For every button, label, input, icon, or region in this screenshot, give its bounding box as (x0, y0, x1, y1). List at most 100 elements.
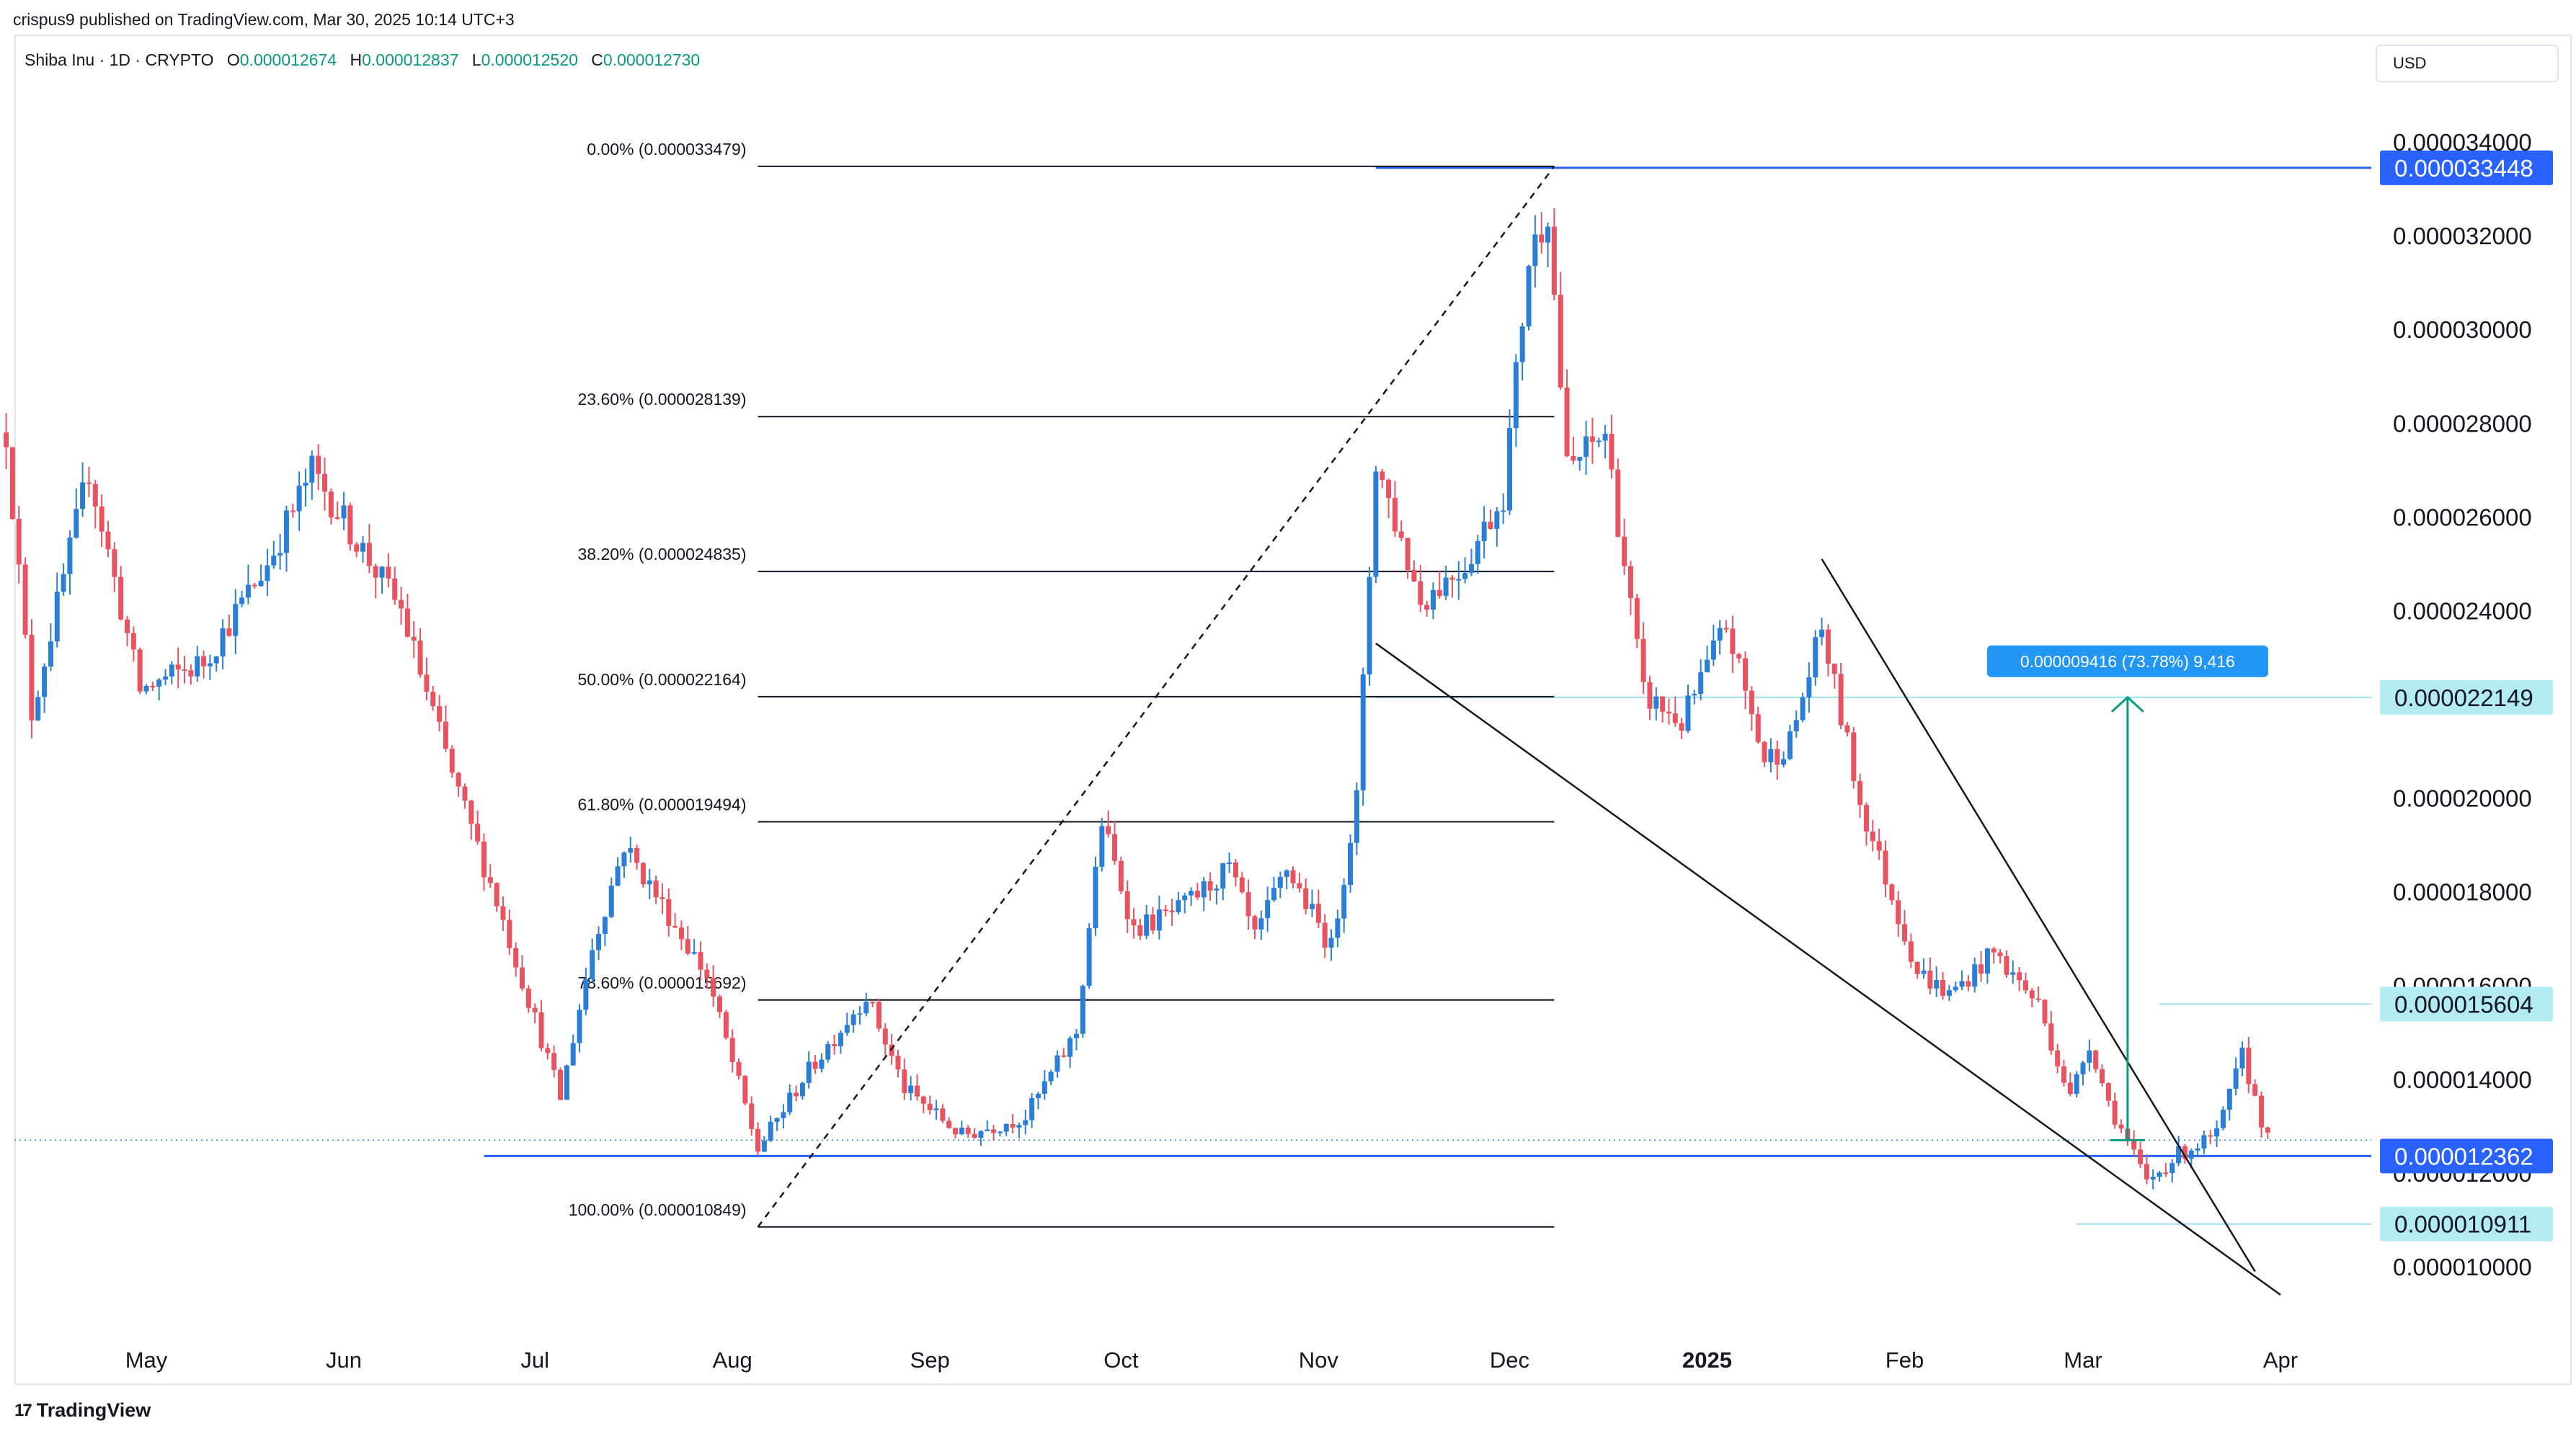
candle-body (774, 1118, 780, 1122)
candle-body (2214, 1128, 2220, 1137)
candle-body (1577, 457, 1583, 461)
price-badge (2380, 679, 2553, 715)
candle-body (2208, 1135, 2213, 1137)
candle-body (716, 997, 722, 1012)
candle-body (2182, 1146, 2188, 1159)
candle-body (1360, 674, 1366, 790)
candle-body (150, 685, 156, 687)
price-tick-label: 0.000010000 (2393, 1254, 2532, 1280)
candle-body (1462, 573, 1468, 579)
candle-body (2258, 1095, 2264, 1128)
symbol-title[interactable]: Shiba Inu · 1D · CRYPTO (25, 50, 214, 69)
wedge-trendline (1821, 558, 2256, 1272)
candle-body (532, 1007, 538, 1012)
candle-body (1468, 563, 1474, 574)
candle-body (1322, 922, 1328, 948)
time-tick-label: Jun (326, 1347, 362, 1373)
candle-body (596, 934, 602, 950)
candle-body (1176, 900, 1181, 912)
currency-selector[interactable]: USD (2376, 45, 2559, 82)
candle-body (914, 1085, 920, 1097)
candle-body (1252, 916, 1258, 930)
candle-body (1227, 862, 1233, 864)
candle-body (1513, 362, 1519, 429)
candle-body (175, 664, 181, 669)
candle-body (615, 866, 621, 886)
candle-body (1054, 1055, 1060, 1072)
candle-body (386, 566, 391, 579)
tradingview-logo[interactable]: 17 TradingView (14, 1399, 151, 1422)
candle-body (1679, 723, 1684, 731)
candle-body (1041, 1081, 1047, 1094)
candle-body (2157, 1172, 2162, 1177)
candle-body (1558, 295, 1563, 388)
candle-body (959, 1128, 964, 1135)
candle-body (933, 1108, 939, 1110)
candle-body (2100, 1069, 2105, 1084)
candle-body (1284, 870, 1289, 877)
candle-body (1245, 892, 1251, 917)
candle-body (296, 486, 302, 512)
candle-body (1743, 658, 1749, 691)
candle-body (577, 1009, 582, 1043)
candle-body (1640, 638, 1646, 682)
candle-body (239, 597, 245, 605)
candle-body (1061, 1055, 1067, 1057)
candle-body (1189, 891, 1194, 896)
candle-body (1392, 497, 1398, 532)
candlesticks (4, 208, 2270, 1190)
candle-body (169, 664, 174, 677)
candle-body (1354, 790, 1359, 843)
candle-body (2105, 1083, 2111, 1101)
tradingview-logo-text: TradingView (36, 1399, 151, 1421)
candle-body (456, 772, 461, 787)
candle-body (1124, 891, 1130, 919)
candle-body (2022, 980, 2028, 991)
candle-body (1851, 732, 1857, 781)
candle-body (1494, 511, 1500, 529)
high-label: H (350, 50, 363, 69)
candle-body (1914, 961, 1920, 974)
candle-body (1310, 904, 1315, 909)
candle-body (940, 1108, 946, 1121)
candle-body (794, 1092, 799, 1097)
candle-body (475, 824, 481, 842)
candle-body (258, 581, 264, 587)
candle-body (2233, 1068, 2239, 1089)
horizontal-levels (14, 166, 2371, 1225)
candle-body (1793, 720, 1799, 732)
candle-body (2055, 1050, 2061, 1066)
candle-body (1896, 900, 1901, 924)
candle-body (1436, 589, 1442, 597)
candle-body (538, 1012, 544, 1048)
candle-body (1430, 589, 1436, 610)
candle-body (2112, 1100, 2118, 1125)
candle-body (2067, 1082, 2073, 1095)
fib-level-label: 50.00% (0.000022164) (577, 670, 746, 689)
candle-body (2004, 955, 2009, 975)
candle-body (1551, 226, 1557, 295)
candle-body (895, 1056, 901, 1070)
candle-body (1386, 480, 1392, 498)
candle-body (1838, 674, 1844, 726)
open-label: O (226, 50, 240, 69)
candle-body (245, 584, 251, 598)
candle-body (4, 432, 9, 447)
candle-body (691, 952, 697, 954)
candle-body (953, 1128, 959, 1135)
candle-body (392, 578, 398, 600)
price-badge (2380, 1138, 2553, 1174)
candle-body (1831, 664, 1837, 674)
candle-body (1966, 981, 1971, 987)
candle-body (2074, 1074, 2079, 1095)
fib-level-label: 23.60% (0.000028139) (577, 390, 746, 409)
candle-body (551, 1053, 557, 1070)
price-tick-label: 0.000030000 (2393, 316, 2532, 343)
time-tick-label: Aug (713, 1347, 752, 1373)
fib-level-label: 100.00% (0.000010849) (569, 1200, 747, 1219)
candle-body (2138, 1149, 2144, 1164)
price-badge (2380, 1206, 2553, 1241)
candle-body (1978, 964, 1984, 974)
candle-body (1717, 628, 1723, 641)
